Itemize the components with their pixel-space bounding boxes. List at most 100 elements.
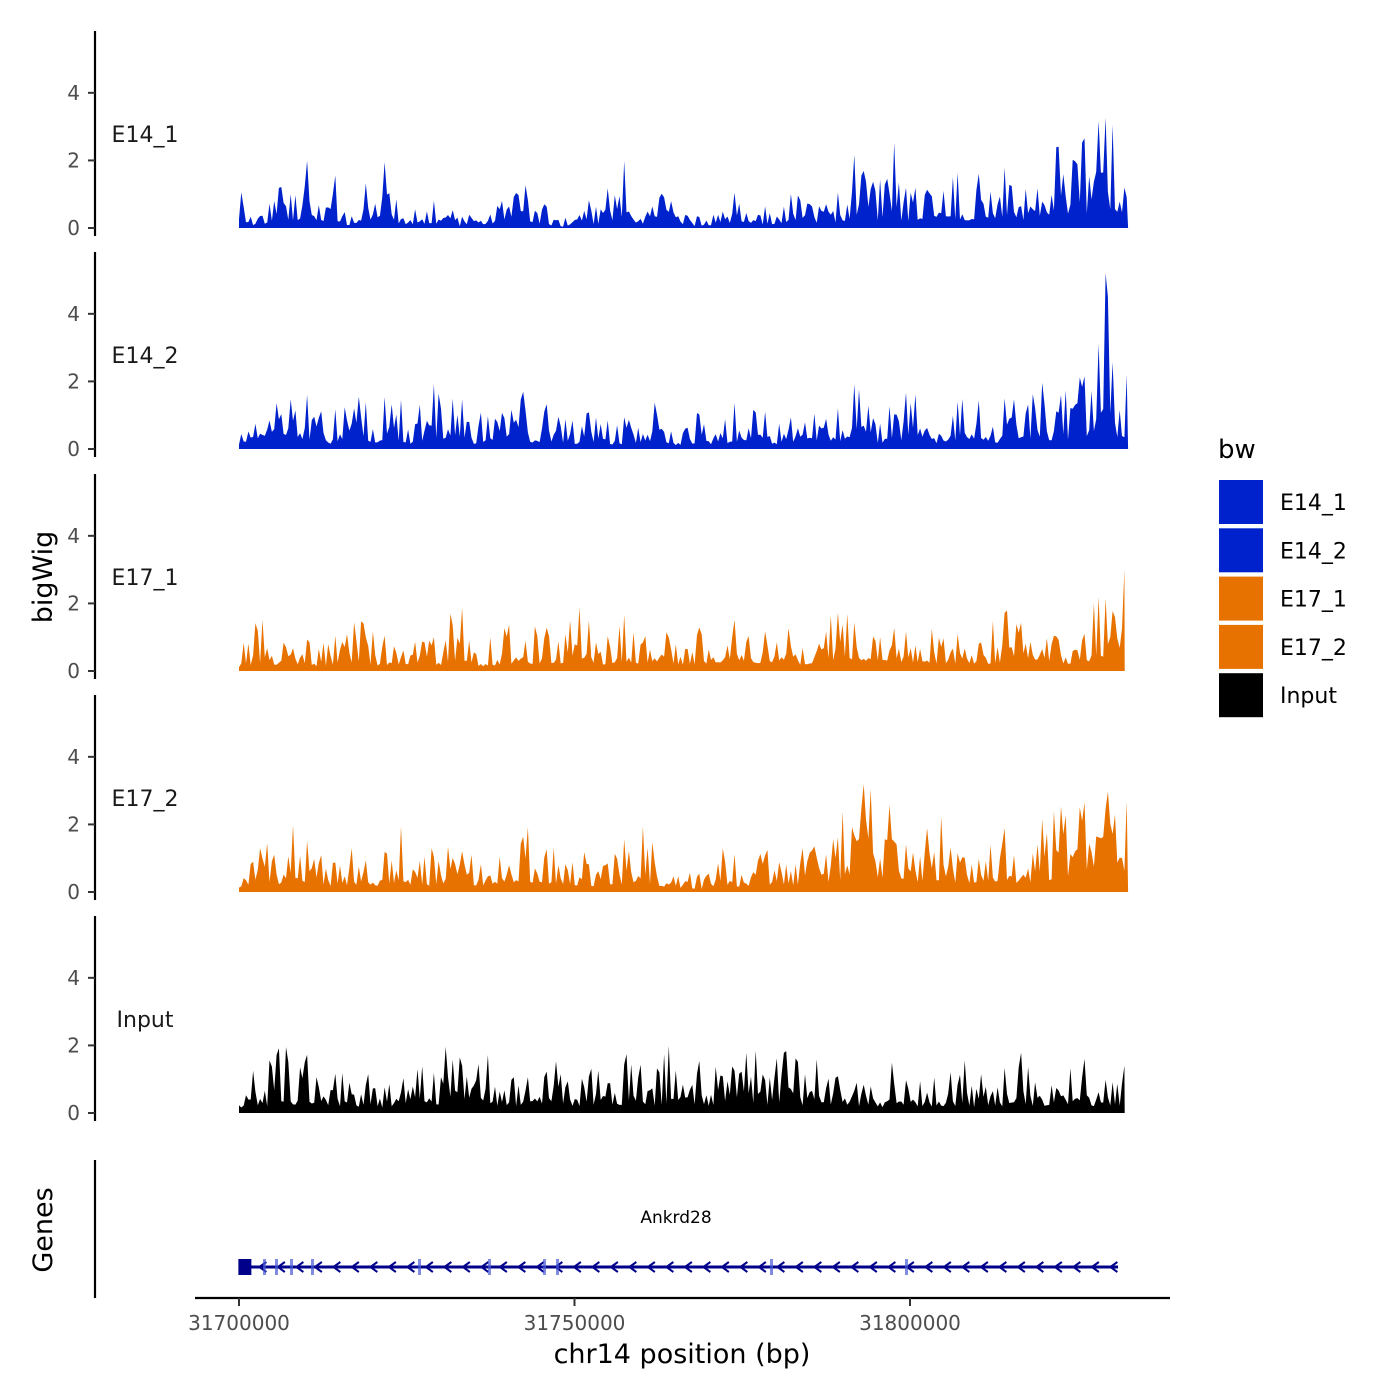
legend-label: Input xyxy=(1280,684,1337,709)
strand-arrow xyxy=(794,1261,804,1273)
y-tick-label: 0 xyxy=(67,880,80,904)
y-tick-label: 2 xyxy=(67,369,80,393)
x-axis: 31700000 31750000 31800000 xyxy=(188,1296,1170,1335)
y-tick-label: 4 xyxy=(67,745,80,769)
strand-arrow xyxy=(1071,1261,1081,1273)
gene-exon-block xyxy=(275,1259,278,1275)
strand-arrow xyxy=(442,1261,452,1273)
track-e17-1: 0 2 4 E17_1 xyxy=(67,474,1125,683)
strand-arrow xyxy=(405,1261,415,1273)
coverage-area xyxy=(239,1046,1125,1113)
y-tick-label: 2 xyxy=(67,148,80,172)
track-e14-1: 0 2 4 E14_1 xyxy=(67,31,1129,240)
gene-exon-block xyxy=(770,1259,773,1275)
strand-arrow xyxy=(960,1261,970,1273)
gene-exon-block xyxy=(543,1259,546,1275)
strand-arrow xyxy=(498,1261,508,1273)
strand-arrow xyxy=(609,1261,619,1273)
x-tick-label: 31700000 xyxy=(188,1311,290,1335)
strand-arrow xyxy=(738,1261,748,1273)
y-tick-label: 0 xyxy=(67,659,80,683)
legend-swatch xyxy=(1219,528,1263,573)
strand-arrow xyxy=(979,1261,989,1273)
y-tick-label: 2 xyxy=(67,591,80,615)
gene-panel: Ankrd28 xyxy=(93,1160,1119,1298)
strand-arrow xyxy=(923,1261,933,1273)
track-name-label: Input xyxy=(117,1008,174,1033)
track-name-label: E14_2 xyxy=(112,344,179,369)
strand-arrow xyxy=(553,1261,563,1273)
track-name-label: E14_1 xyxy=(112,123,179,148)
strand-arrow xyxy=(1034,1261,1044,1273)
track-name-label: E17_2 xyxy=(112,787,179,812)
gene-exon-block xyxy=(238,1259,252,1275)
x-axis-title: chr14 position (bp) xyxy=(554,1339,811,1370)
y-tick-label: 2 xyxy=(67,1033,80,1057)
coverage-area xyxy=(239,784,1129,892)
legend-label: E14_2 xyxy=(1280,539,1347,564)
x-tick-label: 31750000 xyxy=(524,1311,626,1335)
strand-arrow xyxy=(350,1261,360,1273)
y-tick-label: 4 xyxy=(67,966,80,990)
y-axis-title: bigWig xyxy=(28,531,59,624)
strand-arrow xyxy=(1090,1261,1100,1273)
strand-arrow xyxy=(701,1261,711,1273)
strand-arrow xyxy=(1108,1261,1118,1273)
gene-exon-block xyxy=(418,1259,421,1275)
legend-swatch xyxy=(1219,624,1263,669)
strand-arrow xyxy=(720,1261,730,1273)
strand-arrow xyxy=(997,1261,1007,1273)
gene-name-label: Ankrd28 xyxy=(640,1208,711,1228)
strand-arrow xyxy=(812,1261,822,1273)
strand-arrow xyxy=(331,1261,341,1273)
y-tick-label: 4 xyxy=(67,524,80,548)
strand-arrow xyxy=(313,1261,323,1273)
strand-arrow xyxy=(294,1261,304,1273)
x-tick-label: 31800000 xyxy=(859,1311,961,1335)
coverage-area xyxy=(239,569,1125,671)
legend: bw E14_1 E14_2 E17_1 E17_2 Input xyxy=(1218,435,1347,718)
gene-exon-block xyxy=(311,1259,314,1275)
strand-arrow xyxy=(479,1261,489,1273)
strand-arrow xyxy=(516,1261,526,1273)
track-input: 0 2 4 Input xyxy=(67,916,1125,1125)
strand-arrow xyxy=(775,1261,785,1273)
legend-swatch xyxy=(1219,480,1263,524)
gene-exon-block xyxy=(905,1259,908,1275)
strand-arrow xyxy=(461,1261,471,1273)
strand-arrow xyxy=(368,1261,378,1273)
strand-arrow xyxy=(646,1261,656,1273)
strand-arrow xyxy=(683,1261,693,1273)
strand-arrow xyxy=(849,1261,859,1273)
gene-model-ankrd28 xyxy=(238,1259,1119,1275)
gene-exon-block xyxy=(556,1259,559,1275)
y-tick-label: 4 xyxy=(67,302,80,326)
y-tick-label: 0 xyxy=(67,216,80,240)
strand-arrow xyxy=(1053,1261,1063,1273)
gene-exon-block xyxy=(263,1259,266,1275)
strand-arrow xyxy=(627,1261,637,1273)
strand-arrow xyxy=(424,1261,434,1273)
legend-swatch xyxy=(1219,576,1263,621)
strand-arrow xyxy=(535,1261,545,1273)
strand-arrow xyxy=(757,1261,767,1273)
strand-arrow xyxy=(1016,1261,1026,1273)
y-tick-label: 4 xyxy=(67,81,80,105)
y-tick-label: 0 xyxy=(67,1101,80,1125)
strand-arrow xyxy=(942,1261,952,1273)
genes-panel-title: Genes xyxy=(28,1187,59,1272)
coverage-area xyxy=(239,273,1129,449)
coverage-area xyxy=(239,117,1129,228)
strand-arrow xyxy=(886,1261,896,1273)
legend-label: E17_2 xyxy=(1280,636,1347,661)
strand-arrow xyxy=(572,1261,582,1273)
legend-label: E14_1 xyxy=(1280,491,1347,516)
track-e17-2: 0 2 4 E17_2 xyxy=(67,695,1129,904)
legend-title: bw xyxy=(1218,435,1256,465)
strand-arrow xyxy=(664,1261,674,1273)
strand-arrow xyxy=(590,1261,600,1273)
legend-swatch xyxy=(1219,673,1263,718)
gene-exon-block xyxy=(488,1259,491,1275)
strand-arrow xyxy=(868,1261,878,1273)
